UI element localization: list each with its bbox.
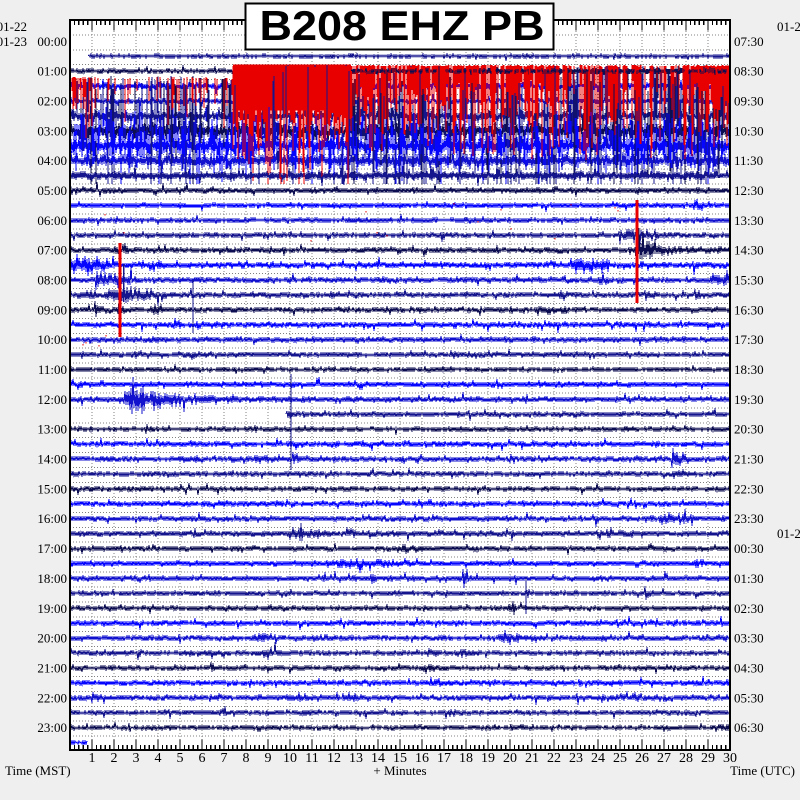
svg-text:28: 28 [679, 751, 693, 766]
svg-text:18:30: 18:30 [734, 362, 764, 377]
svg-text:2: 2 [111, 751, 118, 766]
svg-text:25: 25 [613, 751, 627, 766]
svg-text:15: 15 [393, 751, 407, 766]
svg-text:20: 20 [503, 751, 517, 766]
svg-text:02:00: 02:00 [37, 94, 67, 109]
svg-text:22: 22 [547, 751, 561, 766]
svg-text:06:00: 06:00 [37, 213, 67, 228]
svg-text:24: 24 [591, 751, 605, 766]
svg-text:22:30: 22:30 [734, 481, 764, 496]
svg-text:01-23: 01-23 [777, 19, 800, 34]
svg-text:21:30: 21:30 [734, 452, 764, 467]
svg-text:21:00: 21:00 [37, 660, 67, 675]
svg-text:15:30: 15:30 [734, 273, 764, 288]
svg-text:26: 26 [635, 751, 649, 766]
svg-text:23:30: 23:30 [734, 511, 764, 526]
svg-text:23:00: 23:00 [37, 720, 67, 735]
svg-text:10:00: 10:00 [37, 332, 67, 347]
svg-text:10:30: 10:30 [734, 123, 764, 138]
svg-text:16: 16 [415, 751, 429, 766]
svg-text:21: 21 [525, 751, 539, 766]
svg-text:30: 30 [723, 751, 737, 766]
svg-text:03:30: 03:30 [734, 631, 764, 646]
svg-text:01-22: 01-22 [0, 19, 27, 34]
svg-text:Time (MST): Time (MST) [5, 763, 71, 778]
svg-text:07:30: 07:30 [734, 34, 764, 49]
svg-text:5: 5 [177, 751, 184, 766]
svg-text:14: 14 [371, 751, 385, 766]
svg-text:10: 10 [283, 751, 297, 766]
svg-text:13:00: 13:00 [37, 422, 67, 437]
svg-text:Time (UTC): Time (UTC) [730, 763, 795, 778]
svg-text:12:00: 12:00 [37, 392, 67, 407]
svg-text:19:00: 19:00 [37, 601, 67, 616]
svg-text:18:00: 18:00 [37, 571, 67, 586]
svg-text:11: 11 [305, 751, 318, 766]
svg-text:05:30: 05:30 [734, 690, 764, 705]
svg-text:13: 13 [349, 751, 363, 766]
svg-text:27: 27 [657, 751, 671, 766]
svg-text:14:30: 14:30 [734, 243, 764, 258]
svg-text:15:00: 15:00 [37, 481, 67, 496]
svg-text:02:30: 02:30 [734, 601, 764, 616]
svg-text:1: 1 [89, 751, 96, 766]
svg-text:19:30: 19:30 [734, 392, 764, 407]
svg-text:17:00: 17:00 [37, 541, 67, 556]
svg-text:04:30: 04:30 [734, 660, 764, 675]
svg-text:01-23: 01-23 [0, 34, 27, 49]
svg-text:04:00: 04:00 [37, 153, 67, 168]
svg-text:00:30: 00:30 [734, 541, 764, 556]
svg-text:3: 3 [133, 751, 140, 766]
svg-text:01:00: 01:00 [37, 64, 67, 79]
svg-text:17:30: 17:30 [734, 332, 764, 347]
svg-text:16:30: 16:30 [734, 302, 764, 317]
svg-text:03:00: 03:00 [37, 123, 67, 138]
svg-text:18: 18 [459, 751, 473, 766]
svg-text:16:00: 16:00 [37, 511, 67, 526]
svg-text:20:00: 20:00 [37, 631, 67, 646]
svg-text:14:00: 14:00 [37, 452, 67, 467]
svg-text:13:30: 13:30 [734, 213, 764, 228]
svg-text:08:30: 08:30 [734, 64, 764, 79]
svg-text:4: 4 [155, 751, 162, 766]
svg-text:B208 EHZ PB: B208 EHZ PB [260, 2, 545, 49]
svg-text:07:00: 07:00 [37, 243, 67, 258]
svg-text:11:30: 11:30 [734, 153, 763, 168]
svg-text:01:30: 01:30 [734, 571, 764, 586]
svg-text:09:00: 09:00 [37, 302, 67, 317]
svg-text:22:00: 22:00 [37, 690, 67, 705]
svg-text:23: 23 [569, 751, 583, 766]
svg-text:00:00: 00:00 [37, 34, 67, 49]
svg-text:08:00: 08:00 [37, 273, 67, 288]
svg-text:05:00: 05:00 [37, 183, 67, 198]
svg-text:6: 6 [199, 751, 206, 766]
svg-text:9: 9 [265, 751, 272, 766]
svg-text:+ Minutes: + Minutes [373, 763, 426, 778]
svg-text:17: 17 [437, 751, 451, 766]
svg-text:19: 19 [481, 751, 495, 766]
svg-text:12: 12 [327, 751, 341, 766]
svg-text:06:30: 06:30 [734, 720, 764, 735]
svg-text:8: 8 [243, 751, 250, 766]
svg-text:29: 29 [701, 751, 715, 766]
svg-text:11:00: 11:00 [38, 362, 67, 377]
svg-text:12:30: 12:30 [734, 183, 764, 198]
svg-text:20:30: 20:30 [734, 422, 764, 437]
svg-text:7: 7 [221, 751, 228, 766]
svg-text:01-24: 01-24 [777, 526, 800, 541]
svg-text:09:30: 09:30 [734, 94, 764, 109]
